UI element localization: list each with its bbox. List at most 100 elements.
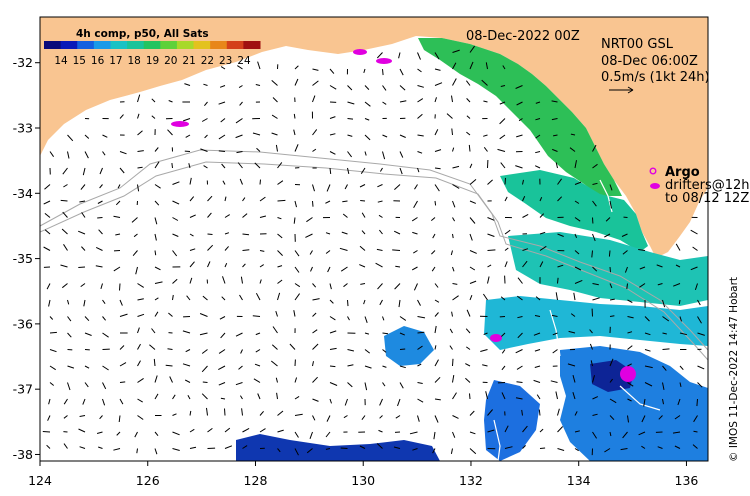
- current-vector: [239, 101, 243, 106]
- current-vector: [312, 200, 314, 207]
- current-vector: [224, 246, 229, 251]
- current-vector: [679, 382, 682, 388]
- current-vector: [84, 316, 90, 322]
- current-vector: [417, 98, 424, 103]
- current-vector: [312, 376, 318, 383]
- current-vector: [469, 217, 476, 224]
- current-vector: [662, 299, 666, 308]
- current-vector: [539, 213, 545, 218]
- current-vector: [533, 379, 541, 383]
- current-vector: [60, 199, 68, 202]
- current-vector: [84, 151, 89, 159]
- current-vector: [154, 250, 157, 256]
- current-vector: [690, 229, 698, 235]
- current-vector: [63, 398, 68, 405]
- current-vector: [137, 113, 140, 119]
- current-vector: [137, 398, 143, 403]
- current-vector: [504, 261, 508, 268]
- current-vector: [99, 415, 103, 420]
- current-vector: [63, 415, 68, 419]
- colorbar-swatch: [110, 41, 128, 49]
- current-vector: [557, 426, 564, 433]
- current-vector: [449, 345, 453, 350]
- drifters-line1: drifters@12h: [665, 178, 750, 193]
- current-vector: [535, 134, 541, 139]
- current-vector: [693, 415, 698, 423]
- current-vector: [222, 180, 226, 185]
- current-vector: [451, 95, 453, 103]
- current-vector: [641, 415, 646, 423]
- current-vector: [551, 100, 558, 103]
- current-vector: [67, 382, 71, 391]
- current-vector: [259, 410, 264, 416]
- current-vector: [417, 52, 421, 60]
- current-vector: [482, 364, 488, 367]
- colorbar-swatch: [93, 41, 111, 49]
- current-vector: [538, 409, 541, 416]
- colorbar-swatch: [143, 41, 161, 49]
- current-vector: [325, 232, 331, 235]
- current-vector: [224, 232, 230, 235]
- current-vector: [382, 365, 387, 368]
- current-vector: [312, 129, 318, 136]
- current-vector: [172, 394, 176, 400]
- colorbar-label: 23: [219, 55, 232, 67]
- current-vector: [99, 167, 103, 175]
- current-vector: [379, 415, 383, 419]
- current-vector: [242, 197, 246, 202]
- current-vector: [557, 196, 563, 202]
- current-vector: [516, 134, 523, 138]
- current-vector: [697, 299, 701, 306]
- current-vector: [501, 332, 506, 337]
- current-vector: [694, 283, 698, 291]
- current-vector: [361, 415, 366, 420]
- current-vector: [312, 361, 314, 367]
- current-vector: [516, 365, 523, 370]
- current-vector: [255, 292, 261, 301]
- current-vector: [347, 134, 353, 137]
- current-vector: [49, 151, 55, 157]
- current-vector: [570, 133, 576, 136]
- current-vector: [534, 365, 541, 368]
- current-vector: [67, 299, 70, 305]
- current-vector: [115, 200, 121, 206]
- date-label: 08-Dec-2022 00Z: [466, 29, 580, 44]
- current-vector: [399, 134, 406, 138]
- current-vector: [153, 358, 156, 367]
- current-vector: [81, 212, 86, 218]
- sst-patches: [236, 38, 708, 461]
- current-vector: [643, 398, 646, 407]
- current-vector: [343, 283, 348, 288]
- current-vector: [692, 444, 698, 449]
- current-vector: [469, 410, 475, 416]
- current-vector: [679, 316, 682, 322]
- current-vector: [84, 332, 92, 336]
- current-vector: [377, 200, 383, 203]
- current-vector: [592, 431, 598, 439]
- current-vector: [644, 365, 653, 369]
- current-vector: [557, 233, 564, 237]
- current-vector: [674, 445, 681, 449]
- current-vector: [413, 250, 418, 254]
- current-vector: [242, 445, 248, 449]
- current-vector: [312, 95, 316, 103]
- current-vector: [154, 161, 160, 169]
- current-vector: [82, 167, 86, 176]
- current-vector: [46, 283, 51, 290]
- current-vector: [182, 363, 191, 367]
- current-vector: [271, 344, 278, 350]
- current-vector: [451, 311, 453, 317]
- current-vector: [224, 214, 230, 218]
- colorbar-label: 19: [146, 55, 159, 67]
- current-vector: [434, 283, 439, 288]
- colorbar-label: 16: [91, 55, 105, 67]
- current-vector: [379, 229, 383, 235]
- colorbar: 4h comp, p50, All Sats 14 15 16 17 18 19 20 21 2…: [44, 28, 261, 67]
- current-vector: [535, 296, 541, 301]
- current-vector: [483, 134, 488, 137]
- current-vector: [639, 266, 646, 270]
- current-vector: [189, 196, 195, 202]
- current-vector: [347, 299, 349, 307]
- current-vector: [49, 331, 57, 334]
- current-vector: [569, 147, 576, 152]
